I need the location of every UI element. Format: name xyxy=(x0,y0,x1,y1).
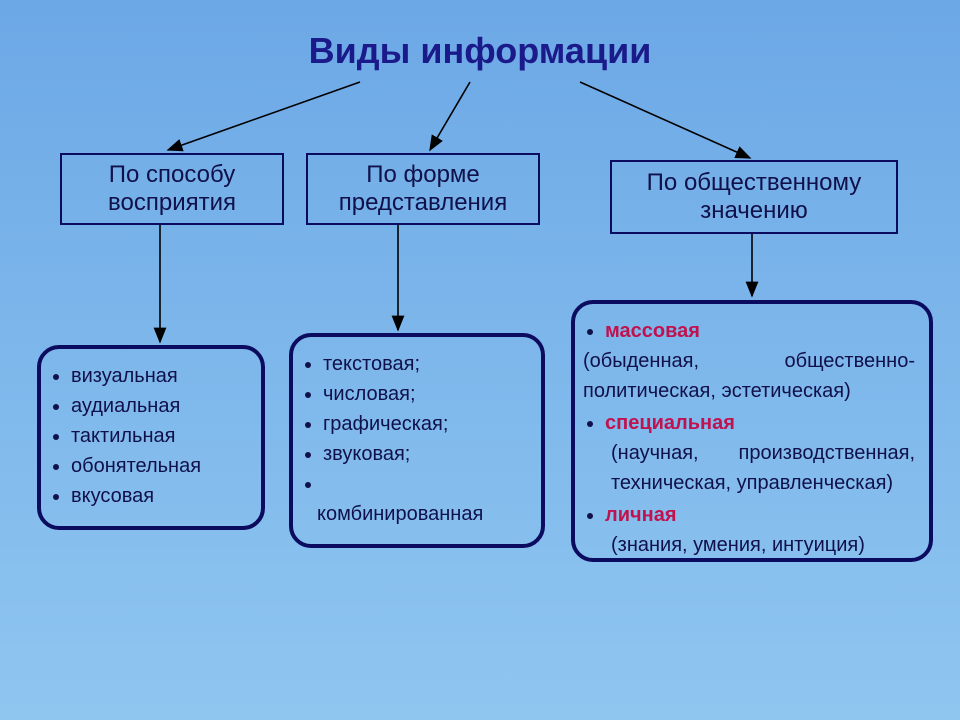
detail-item: графическая; xyxy=(323,409,527,439)
category-label-line: значению xyxy=(700,197,808,225)
category-box-representation: По формепредставления xyxy=(306,153,540,225)
detail-item: комбинированная xyxy=(317,499,527,529)
detail-item-term: личная xyxy=(605,504,676,526)
detail-item: текстовая; xyxy=(323,349,527,379)
detail-item-text: текстовая; xyxy=(323,353,420,375)
category-label-line: По общественному xyxy=(647,169,862,197)
detail-item: звуковая; xyxy=(323,439,527,469)
detail-item-text: визуальная xyxy=(71,365,178,387)
detail-card-perception: визуальная аудиальная тактильная обонятельн… xyxy=(37,345,265,530)
diagram-title: Виды информации xyxy=(0,30,960,72)
detail-item-text: тактильная xyxy=(71,425,175,447)
detail-item: личная(знания, умения, интуиция) xyxy=(605,500,915,560)
detail-item: числовая; xyxy=(323,379,527,409)
category-label-line: По форме xyxy=(366,161,480,189)
title-arrow-0 xyxy=(168,82,360,150)
category-label-line: представления xyxy=(339,189,507,217)
detail-item-text: числовая; xyxy=(323,383,416,405)
detail-list: визуальная аудиальная тактильная обонятельн… xyxy=(49,361,247,511)
detail-item-term: специальная xyxy=(605,412,735,434)
detail-item xyxy=(323,469,527,499)
detail-item-paren: (обыденная, общественно-политическая, эс… xyxy=(583,346,915,406)
detail-item-text: обонятельная xyxy=(71,455,201,477)
category-label-line: По способу xyxy=(109,161,235,189)
detail-item-text: графическая; xyxy=(323,413,448,435)
detail-item-text: звуковая; xyxy=(323,443,410,465)
detail-item: визуальная xyxy=(71,361,247,391)
detail-card-representation: текстовая; числовая; графическая; звуковая;… xyxy=(289,333,545,548)
detail-item: вкусовая xyxy=(71,481,247,511)
category-label-line: восприятия xyxy=(108,189,236,217)
detail-item-term: массовая xyxy=(605,320,700,342)
category-box-perception: По способувосприятия xyxy=(60,153,284,225)
detail-card-social: массовая (обыденная, общественно-политиче… xyxy=(571,300,933,562)
detail-list: массовая (обыденная, общественно-политиче… xyxy=(583,316,915,560)
detail-item: массовая(обыденная, общественно-политиче… xyxy=(605,316,915,406)
detail-item-text: комбинированная xyxy=(317,503,483,525)
category-box-social: По общественномузначению xyxy=(610,160,898,234)
detail-item-text: аудиальная xyxy=(71,395,180,417)
detail-item: обонятельная xyxy=(71,451,247,481)
title-arrow-1 xyxy=(430,82,470,150)
detail-item-paren: (научная, производственная, техническая,… xyxy=(593,438,915,498)
detail-item: тактильная xyxy=(71,421,247,451)
detail-item-paren: (знания, умения, интуиция) xyxy=(593,530,915,560)
detail-list: текстовая; числовая; графическая; звуковая;… xyxy=(301,349,527,529)
detail-item: специальная(научная, производственная, т… xyxy=(605,408,915,498)
detail-item-text: вкусовая xyxy=(71,485,154,507)
title-arrow-2 xyxy=(580,82,750,158)
detail-item: аудиальная xyxy=(71,391,247,421)
